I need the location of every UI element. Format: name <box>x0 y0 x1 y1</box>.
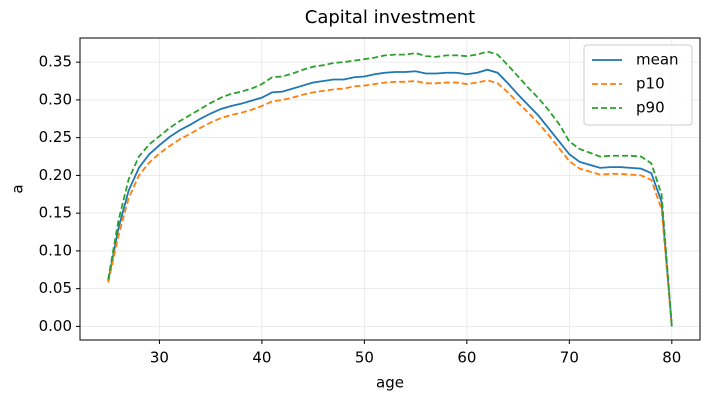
legend-label: p10 <box>636 75 665 93</box>
y-tick-label: 0.05 <box>39 279 72 297</box>
y-axis-label: a <box>9 184 27 193</box>
x-tick-label: 50 <box>355 349 374 367</box>
series-line <box>107 68 673 327</box>
series-line <box>107 79 673 327</box>
y-tick-label: 0.25 <box>39 128 72 146</box>
y-tick-label: 0.15 <box>39 204 72 222</box>
y-tick-label: 0.10 <box>39 241 72 259</box>
legend-label: mean <box>636 51 679 69</box>
x-tick-label: 70 <box>560 349 579 367</box>
y-tick-label: 0.00 <box>39 317 72 335</box>
y-tick-label: 0.20 <box>39 166 72 184</box>
x-tick-label: 80 <box>662 349 681 367</box>
series-line <box>107 50 673 327</box>
legend-label: p90 <box>636 99 665 117</box>
y-tick-label: 0.35 <box>39 53 72 71</box>
y-tick-label: 0.30 <box>39 90 72 108</box>
x-tick-label: 40 <box>252 349 271 367</box>
legend-box <box>583 44 693 126</box>
chart-title: Capital investment <box>305 7 475 28</box>
x-tick-label: 60 <box>457 349 476 367</box>
x-axis-label: age <box>376 374 404 392</box>
plot-frame <box>79 37 701 341</box>
x-tick-label: 30 <box>150 349 169 367</box>
